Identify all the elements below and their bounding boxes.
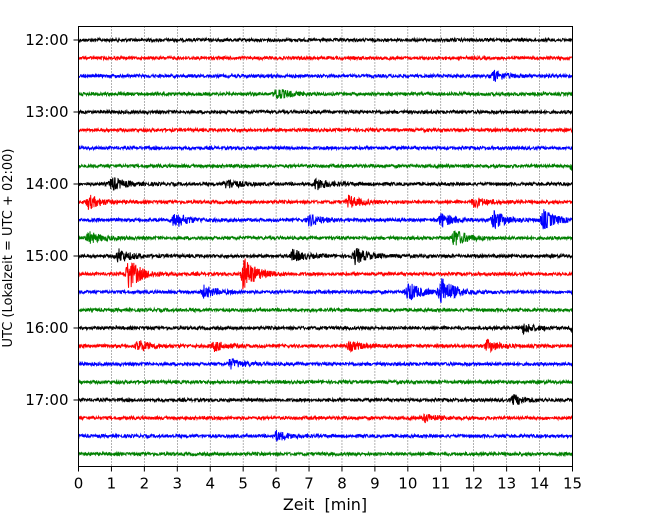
trace-1730 xyxy=(78,430,573,442)
trace-1315 xyxy=(78,126,573,134)
y-tick-label: 12:00 xyxy=(25,31,68,49)
x-tick-label: 2 xyxy=(140,475,150,493)
x-tick-label: 10 xyxy=(398,475,417,493)
trace-1630 xyxy=(78,358,573,370)
trace-1645 xyxy=(78,378,573,386)
y-tick-label: 13:00 xyxy=(25,103,68,121)
trace-1200 xyxy=(78,36,573,44)
x-tick-label: 14 xyxy=(530,475,549,493)
trace-1615 xyxy=(78,338,573,354)
x-tick-label: 15 xyxy=(563,475,582,493)
x-tick-label: 7 xyxy=(304,475,314,493)
x-tick-label: 8 xyxy=(337,475,347,493)
y-tick-label: 14:00 xyxy=(25,175,68,193)
trace-1515 xyxy=(78,258,573,290)
y-tick-label: 16:00 xyxy=(25,319,68,337)
trace-1245 xyxy=(78,89,573,99)
x-tick-label: 1 xyxy=(107,475,117,493)
trace-1430 xyxy=(78,209,573,230)
x-tick-label: 0 xyxy=(74,475,84,493)
x-tick-label: 6 xyxy=(271,475,281,493)
trace-1345 xyxy=(78,162,573,171)
trace-1300 xyxy=(78,108,573,116)
x-tick-label: 11 xyxy=(431,475,450,493)
trace-1600 xyxy=(78,323,573,336)
y-axis-title: UTC (Lokalzeit = UTC + 02:00) xyxy=(1,149,16,348)
seismic-traces xyxy=(78,36,573,458)
trace-1230 xyxy=(78,69,573,82)
trace-1700 xyxy=(78,394,573,406)
trace-1215 xyxy=(78,54,573,62)
trace-1500 xyxy=(78,248,573,266)
x-tick-label: 13 xyxy=(497,475,516,493)
trace-1715 xyxy=(78,413,573,424)
x-tick-label: 5 xyxy=(238,475,248,493)
x-tick-label: 9 xyxy=(370,475,380,493)
trace-1415 xyxy=(78,194,573,210)
trace-1330 xyxy=(78,144,573,152)
trace-1745 xyxy=(78,450,573,458)
trace-1545 xyxy=(78,306,573,314)
trace-1530 xyxy=(78,278,573,303)
x-axis: 0 1 2 3 4 5 6 7 8 9 10 11 12 13 14 15 xyxy=(74,466,582,493)
x-tick-label: 12 xyxy=(464,475,483,493)
x-tick-label: 3 xyxy=(173,475,183,493)
trace-1445 xyxy=(78,230,573,246)
trace-1400 xyxy=(78,177,573,192)
y-axis: 12:00 13:00 14:00 15:00 16:00 17:00 xyxy=(25,31,79,409)
vertical-gridlines xyxy=(111,26,540,467)
x-tick-label: 4 xyxy=(205,475,215,493)
x-axis-title: Zeit [min] xyxy=(283,495,367,514)
y-tick-label: 17:00 xyxy=(25,391,68,409)
y-tick-label: 15:00 xyxy=(25,247,68,265)
plot-frame xyxy=(78,26,573,467)
